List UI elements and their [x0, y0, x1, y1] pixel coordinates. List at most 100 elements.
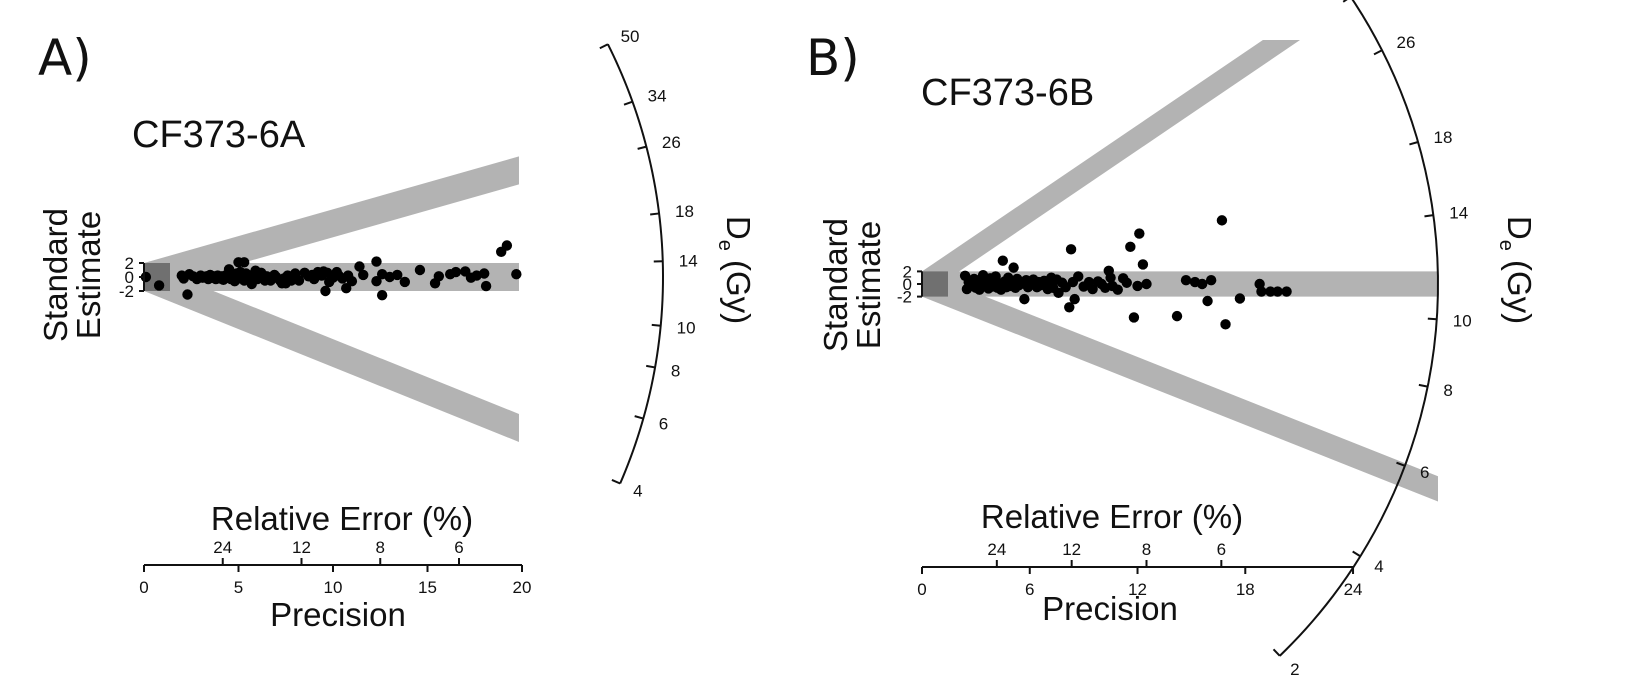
panel-a-de-tick-label-34: 34: [648, 87, 667, 106]
panel-b-de-tick-label-18: 18: [1434, 128, 1453, 147]
panel-a-y-label-line1: Standard: [37, 208, 74, 342]
panel-a-point-78: [371, 276, 382, 287]
panel-b-de-label: De (Gy): [1495, 216, 1538, 324]
panel-a-point-57: [293, 275, 305, 286]
panel-a-point-76: [358, 269, 369, 281]
panel-b-point-62: [1112, 284, 1123, 295]
panel-a-point-88: [450, 266, 462, 278]
panel-b-data-points: [959, 215, 1292, 330]
panel-b-point-78: [1220, 319, 1231, 330]
panel-a-y-axis: 20-2: [119, 254, 145, 301]
panel-b-de-tick-4: [1352, 550, 1361, 558]
panel-a-point-82: [392, 269, 403, 281]
panel-b-precision-tick-label-18: 18: [1236, 580, 1255, 599]
panel-b-point-64: [1121, 277, 1132, 288]
panel-a-de-label-unit: (Gy): [720, 251, 757, 324]
panel-b-point-83: [1272, 286, 1283, 297]
panel-a-precision-tick-label-15: 15: [418, 578, 437, 597]
panel-b-point-71: [1171, 310, 1183, 322]
panel-a-de-tick-label-26: 26: [662, 133, 681, 152]
panel-a-bands: [144, 156, 519, 442]
panel-b-precision-tick-label-24: 24: [1344, 580, 1363, 599]
panel-b-band-0: [922, 40, 1301, 297]
panel-a-de-tick-label-14: 14: [679, 252, 698, 271]
panel-a-de-tick-label-50: 50: [621, 27, 640, 46]
panel-a-point-74: [346, 276, 358, 287]
panel-b-point-81: [1256, 286, 1267, 297]
panel-b-de-label-unit: (Gy): [1501, 251, 1538, 324]
panel-a-point-3: [182, 289, 193, 300]
panel-a-precision-tick-label-10: 10: [324, 578, 343, 597]
panel-a-band-2: [144, 263, 519, 442]
panel-b-sample-label: CF373-6B: [921, 72, 1094, 114]
panel-a-de-tick-50: [599, 43, 609, 50]
panel-a-precision-tick-label-20: 20: [513, 578, 532, 597]
panel-a-de-tick-26: [637, 145, 647, 150]
panel-a-point-92: [479, 268, 490, 279]
panel-b-de-tick-8: [1418, 383, 1428, 388]
panel-b-point-70: [1141, 278, 1152, 290]
panel-b-rel-error-tick-label-8: 8: [1142, 540, 1151, 559]
panel-a-de-tick-10: [651, 323, 661, 327]
panel-a-point-86: [433, 271, 445, 282]
panel-b-point-48: [1064, 302, 1075, 313]
panel-b-de-arc: [1279, 0, 1439, 657]
panel-b-precision-tick-label-0: 0: [917, 580, 926, 599]
panel-b-point-52: [1073, 271, 1084, 282]
panel-b-de-tick-6: [1396, 461, 1406, 467]
panel-b-band-2: [922, 271, 1438, 502]
panel-b-y-tick-label-2: 2: [903, 262, 912, 281]
panel-a-point-83: [399, 276, 411, 288]
panel-b-point-75: [1202, 295, 1213, 307]
panel-b-point-66: [1128, 312, 1140, 323]
panel-b-de-tick-26: [1373, 49, 1383, 56]
panel-a-point-65: [320, 285, 331, 297]
panel-b-point-26: [1008, 262, 1019, 273]
panel-b-y-tick-label--2: -2: [897, 288, 912, 307]
panel-b-rel-error-tick-label-12: 12: [1062, 540, 1081, 559]
panel-a-de-tick-label-18: 18: [675, 202, 694, 221]
panel-b-letter: B): [806, 29, 860, 87]
panel-b-de-axis: 246810141826345066: [1272, 0, 1472, 679]
panel-b-point-49: [1065, 244, 1077, 255]
panel-a-de-tick-label-4: 4: [633, 482, 642, 501]
panel-a-de-tick-34: [623, 100, 633, 106]
panel-a-point-32: [238, 257, 250, 268]
panel-b-de-tick-2: [1272, 648, 1281, 657]
panel-a-point-72: [341, 283, 352, 294]
panel-b-de-tick-10: [1427, 317, 1437, 321]
panel-a-de-tick-18: [650, 212, 660, 216]
panel-a-rel-error-tick-label-8: 8: [376, 538, 385, 557]
panel-a-point-93: [480, 280, 492, 292]
panel-b-point-20: [997, 255, 1009, 266]
panel-b-point-74: [1196, 278, 1208, 290]
panel-a-de-tick-4: [611, 478, 621, 485]
panel-b-precision-tick-label-12: 12: [1128, 580, 1147, 599]
panel-b-point-45: [1053, 287, 1064, 299]
panel-a-point-84: [414, 264, 426, 276]
panel-b-precision-axis: 0 6 12 18 24 24 12 8 6: [917, 540, 1362, 599]
panel-a-y-label-line2: Estimate: [70, 211, 107, 339]
panel-a-y-tick-label-2: 2: [125, 254, 134, 273]
panel-a-point-77: [371, 256, 382, 267]
panel-b-point-79: [1234, 293, 1246, 304]
panel-b-point-76: [1205, 275, 1217, 286]
panel-a-rel-error-tick-label-24: 24: [213, 538, 232, 557]
panel-b-precision-tick-label-6: 6: [1025, 580, 1034, 599]
panel-b-band-origin-overlap: [922, 271, 948, 297]
panel-b-point-69: [1137, 259, 1149, 270]
panel-a-point-1: [153, 280, 165, 291]
panel-b-de-tick-34: [1342, 0, 1348, 3]
panel-b-de-label-sub: e: [1495, 240, 1517, 251]
panel-a-point-96: [511, 269, 522, 280]
panel-b-de-tick-label-26: 26: [1397, 33, 1416, 52]
panel-a-rel-error-tick-label-12: 12: [292, 538, 311, 557]
panel-b-rel-error-tick-label-24: 24: [987, 540, 1006, 559]
panel-a-de-axis: 4 6 8 10 14 18 26 34 50: [599, 27, 698, 501]
panel-b-y-axis: 20-2: [897, 262, 923, 307]
panel-b-relative-error-title: Relative Error (%): [981, 498, 1243, 535]
panel-b-point-55: [1087, 283, 1098, 295]
panel-b-de-tick-label-14: 14: [1449, 204, 1468, 223]
